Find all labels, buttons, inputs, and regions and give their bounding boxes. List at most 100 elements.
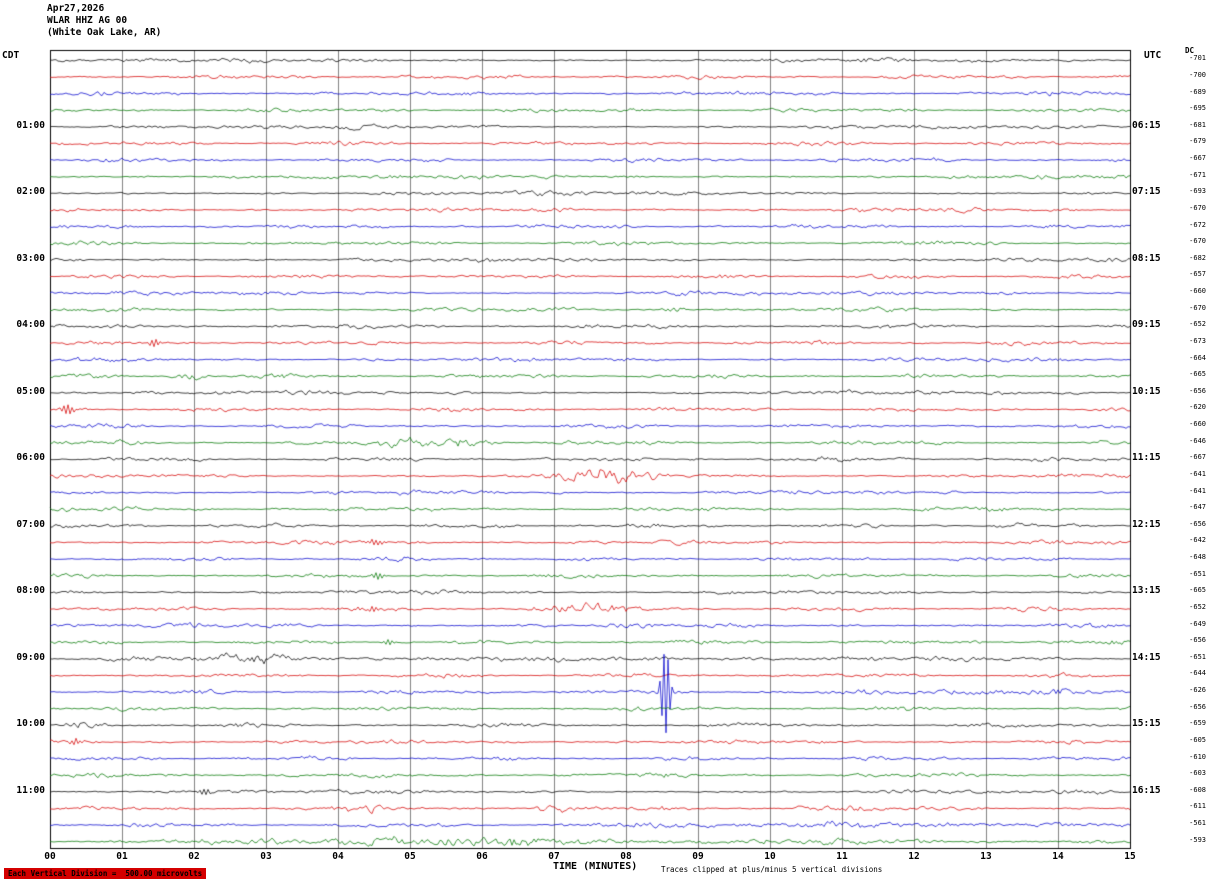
minute-label: 15: [1124, 851, 1136, 862]
dc-value: -659: [1189, 719, 1206, 728]
right-time-label: 08:15: [1132, 252, 1161, 264]
dc-value: -603: [1189, 769, 1206, 778]
dc-value: -652: [1189, 602, 1206, 611]
dc-value: -682: [1189, 253, 1206, 262]
dc-value: -665: [1189, 586, 1206, 595]
dc-value: -626: [1189, 686, 1206, 695]
minute-label: 04: [332, 851, 344, 862]
dc-value: -670: [1189, 203, 1206, 212]
dc-value-column: -701 -700 -689 -695 -681 -679 -667 -671 -693 -670…: [1170, 0, 1210, 886]
header-station: WLAR HHZ AG 00: [47, 15, 128, 26]
dc-value: -608: [1189, 785, 1206, 794]
dc-value: -561: [1189, 819, 1206, 828]
dc-value: -670: [1189, 237, 1206, 246]
left-time-label: 01:00: [16, 119, 45, 131]
dc-value: -660: [1189, 287, 1206, 296]
dc-value: -665: [1189, 370, 1206, 379]
dc-value: -647: [1189, 503, 1206, 512]
scale-note: Each Vertical Division = 500.00 microvol…: [4, 868, 207, 879]
dc-value: -641: [1189, 486, 1206, 495]
right-timezone-label: UTC: [1144, 50, 1162, 61]
left-time-label: 04:00: [16, 319, 45, 331]
left-time-label: 09:00: [16, 651, 45, 663]
dc-value: -701: [1189, 54, 1206, 63]
dc-value: -651: [1189, 652, 1206, 661]
dc-value: -644: [1189, 669, 1206, 678]
dc-value: -700: [1189, 70, 1206, 79]
dc-value: -660: [1189, 420, 1206, 429]
right-time-label: 09:15: [1132, 319, 1161, 331]
dc-value: -689: [1189, 87, 1206, 96]
dc-value: -673: [1189, 336, 1206, 345]
dc-value: -656: [1189, 636, 1206, 645]
dc-value: -672: [1189, 220, 1206, 229]
right-time-label: 10:15: [1132, 385, 1161, 397]
left-time-label: 06:00: [16, 452, 45, 464]
dc-value: -670: [1189, 303, 1206, 312]
minute-label: 05: [404, 851, 416, 862]
left-time-label: 02:00: [16, 186, 45, 198]
dc-value: -642: [1189, 536, 1206, 545]
dc-value: -667: [1189, 453, 1206, 462]
right-time-label: 13:15: [1132, 585, 1161, 597]
dc-value: -620: [1189, 403, 1206, 412]
left-timezone-label: CDT: [2, 50, 20, 61]
dc-value: -605: [1189, 735, 1206, 744]
minute-label: 14: [1052, 851, 1064, 862]
dc-value: -593: [1189, 835, 1206, 844]
clip-note: Traces clipped at plus/minus 5 vertical …: [661, 865, 883, 874]
dc-value: -646: [1189, 436, 1206, 445]
dc-value: -681: [1189, 120, 1206, 129]
right-time-label: 14:15: [1132, 651, 1161, 663]
minute-label: 06: [476, 851, 488, 862]
dc-value: -656: [1189, 702, 1206, 711]
minute-label: 09: [692, 851, 704, 862]
right-time-label: 06:15: [1132, 119, 1161, 131]
dc-value: -648: [1189, 553, 1206, 562]
minute-label: 02: [188, 851, 200, 862]
right-time-axis: 06:15 07:15 08:15 09:15 10:15 11:15 12:15 13:15…: [1132, 0, 1174, 886]
minute-label: 00: [44, 851, 56, 862]
left-time-label: 10:00: [16, 718, 45, 730]
dc-value: -664: [1189, 353, 1206, 362]
dc-value: -671: [1189, 170, 1206, 179]
dc-value: -695: [1189, 104, 1206, 113]
minute-label: 07: [548, 851, 560, 862]
right-time-label: 12:15: [1132, 518, 1161, 530]
dc-value: -657: [1189, 270, 1206, 279]
minute-label: 03: [260, 851, 272, 862]
dc-value: -651: [1189, 569, 1206, 578]
left-time-label: 08:00: [16, 585, 45, 597]
left-time-label: 11:00: [16, 784, 45, 796]
dc-value: -667: [1189, 154, 1206, 163]
dc-value: -656: [1189, 386, 1206, 395]
header-location: (White Oak Lake, AR): [47, 27, 162, 38]
x-axis-title: TIME (MINUTES): [553, 861, 638, 872]
left-time-label: 03:00: [16, 252, 45, 264]
minute-label: 08: [620, 851, 632, 862]
dc-value: -656: [1189, 519, 1206, 528]
dc-value: -679: [1189, 137, 1206, 146]
dc-value: -641: [1189, 469, 1206, 478]
left-time-label: 07:00: [16, 518, 45, 530]
left-time-axis: 01:00 02:00 03:00 04:00 05:00 06:00 07:00 08:00…: [0, 0, 46, 886]
minute-label: 01: [116, 851, 128, 862]
minute-label: 10: [764, 851, 776, 862]
minute-label: 13: [980, 851, 992, 862]
minute-label: 11: [836, 851, 848, 862]
dc-column-header: DC: [1184, 46, 1194, 55]
minute-label: 12: [908, 851, 920, 862]
dc-value: -610: [1189, 752, 1206, 761]
dc-value: -611: [1189, 802, 1206, 811]
right-time-label: 07:15: [1132, 186, 1161, 198]
right-time-label: 16:15: [1132, 784, 1161, 796]
left-time-label: 05:00: [16, 385, 45, 397]
header-date: Apr27,2026: [47, 3, 105, 14]
right-time-label: 15:15: [1132, 718, 1161, 730]
dc-value: -652: [1189, 320, 1206, 329]
dc-value: -649: [1189, 619, 1206, 628]
dc-value: -693: [1189, 187, 1206, 196]
